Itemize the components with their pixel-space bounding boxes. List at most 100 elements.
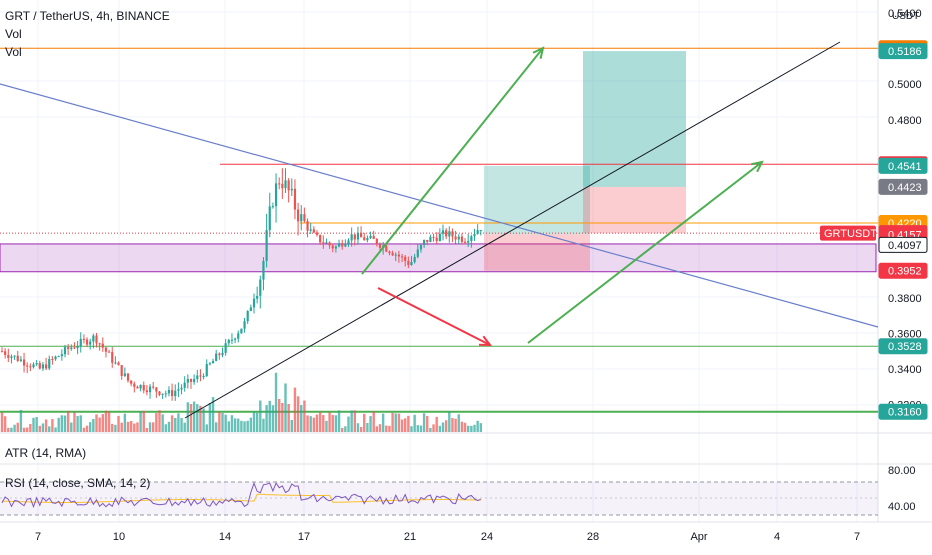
volume-bar: [29, 423, 32, 432]
rsi-line: [1, 481, 482, 509]
resistance-trendline: [0, 83, 879, 328]
volume-bar: [306, 415, 309, 432]
volume-bar: [211, 397, 215, 432]
time-tick-label: 14: [219, 531, 231, 543]
candle-body: [457, 236, 460, 240]
volume-bar: [7, 427, 10, 432]
volume-bar: [57, 417, 60, 432]
candle-body: [460, 236, 463, 242]
candle-body: [218, 353, 221, 356]
candle-body: [407, 260, 410, 265]
candle-body: [0, 351, 4, 353]
candle-body: [375, 238, 378, 245]
candle-body: [246, 310, 249, 322]
rsi-tick-label: 80.00: [888, 465, 916, 477]
volume-bar: [290, 419, 293, 432]
candle-body: [208, 363, 211, 365]
candle-body: [467, 240, 470, 243]
candle-body: [196, 375, 199, 380]
volume-group: [0, 372, 482, 432]
price-tag-text: 0.3952: [888, 266, 922, 278]
volume-bar: [170, 415, 174, 432]
candle-body: [136, 386, 139, 389]
volume-bar: [410, 426, 413, 432]
candle-body: [287, 180, 290, 191]
candle-body: [79, 338, 82, 347]
volume-bar: [249, 417, 253, 432]
candle-body: [356, 232, 360, 240]
volume-bar: [76, 416, 79, 432]
volume-bar: [300, 405, 303, 432]
candle-body: [413, 256, 416, 263]
volume-bar: [328, 412, 331, 432]
candle-body: [104, 347, 108, 352]
candle-body: [130, 380, 133, 384]
bear-arrow: [377, 287, 491, 346]
volume-bar: [180, 417, 183, 432]
volume-bar: [155, 413, 158, 432]
price-tag-bg: [878, 403, 928, 420]
candle-body: [89, 341, 92, 345]
volume-bar: [281, 402, 284, 432]
candle-body: [13, 355, 16, 357]
volume-label-2: Vol: [5, 45, 22, 59]
volume-bar: [334, 415, 338, 432]
candle-body: [271, 206, 274, 208]
candle-body: [360, 232, 363, 238]
volume-bar: [26, 427, 29, 432]
price-level-tag: 0.4097: [878, 236, 928, 253]
volume-bar: [476, 420, 479, 432]
candle-body: [331, 245, 334, 249]
price-level-tag: 0.3528: [878, 338, 928, 355]
volume-bar: [444, 420, 448, 432]
price-tick-label: 0.3800: [888, 293, 922, 305]
bull-arrow: [361, 47, 544, 275]
volume-bar: [243, 421, 246, 432]
candle-body: [174, 390, 177, 397]
candle-body: [142, 384, 145, 391]
candle-body: [215, 353, 218, 362]
volume-bar: [126, 421, 130, 432]
symbol-title: GRT / TetherUS, 4h, BINANCE: [5, 9, 170, 23]
candle-body: [473, 233, 476, 237]
volume-bar: [378, 424, 382, 432]
volume-bar: [89, 422, 92, 432]
volume-bar: [381, 413, 385, 432]
candle-body: [38, 363, 41, 369]
candle-body: [306, 221, 309, 231]
symbol-tag: GRTUSDT: [824, 228, 877, 240]
candle-body: [60, 354, 63, 357]
volume-bar: [356, 423, 360, 432]
candle-body: [256, 295, 259, 299]
bear-arrow-head: [478, 335, 493, 347]
volume-bar: [202, 408, 205, 432]
candle-body: [29, 366, 32, 368]
volume-bar: [391, 412, 394, 432]
candle-body: [344, 243, 347, 247]
price-tag-bg: [878, 236, 928, 253]
candle-body: [426, 239, 429, 242]
candle-body: [385, 245, 388, 252]
candle-body: [435, 237, 438, 241]
volume-bar: [136, 422, 139, 432]
candle-body: [4, 351, 7, 355]
volume-bar: [19, 410, 23, 432]
bull-arrow: [527, 161, 763, 344]
volume-bar: [189, 403, 193, 432]
volume-bar: [441, 422, 445, 432]
candle-body: [10, 356, 13, 358]
candle-body: [400, 256, 404, 258]
candle-body: [171, 390, 174, 397]
volume-bar: [293, 387, 297, 432]
volume-bar: [218, 412, 221, 432]
candle-body: [205, 364, 208, 377]
volume-bar: [92, 418, 95, 432]
candle-body: [476, 230, 479, 234]
volume-bar: [413, 414, 416, 432]
candle-body: [16, 355, 19, 361]
candle-body: [369, 235, 372, 239]
volume-bar: [416, 425, 419, 432]
candle-body: [48, 358, 51, 369]
volume-bar: [148, 422, 152, 432]
